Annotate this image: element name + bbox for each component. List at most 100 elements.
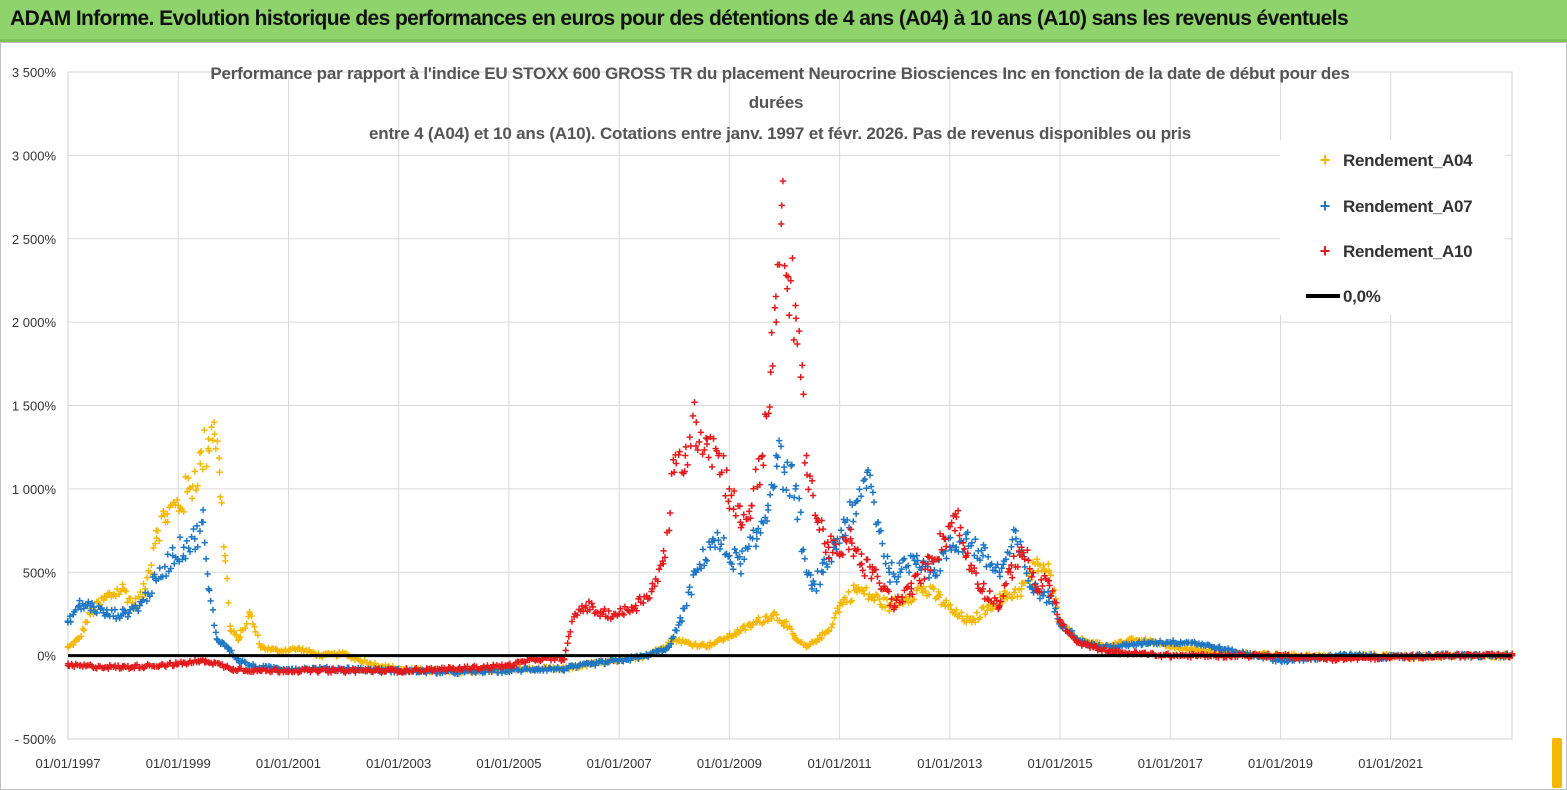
data-point (933, 572, 941, 579)
x-tick-label: 01/01/2001 (256, 756, 321, 771)
data-point (788, 625, 795, 633)
data-point (775, 437, 783, 444)
data-point (670, 633, 677, 641)
data-point (633, 607, 640, 614)
data-point (854, 497, 861, 504)
data-point (834, 535, 841, 542)
data-point (203, 463, 210, 470)
data-point (768, 329, 775, 336)
data-point (980, 603, 987, 611)
data-point (1053, 611, 1061, 618)
data-point (1211, 644, 1218, 651)
data-point (162, 572, 170, 580)
data-point (66, 613, 74, 620)
data-point (158, 513, 165, 520)
data-point (909, 591, 916, 598)
data-point (1023, 569, 1030, 577)
data-point (646, 594, 653, 602)
data-point (986, 587, 994, 595)
data-point (951, 527, 959, 534)
data-point (755, 614, 762, 622)
data-point (762, 514, 769, 521)
data-point (1010, 553, 1017, 560)
data-point (1045, 577, 1053, 584)
data-point (726, 485, 733, 493)
data-point (882, 560, 889, 567)
data-point (148, 590, 156, 597)
data-point (112, 592, 119, 600)
data-point (704, 642, 711, 649)
data-point (786, 492, 793, 500)
data-point (86, 602, 94, 609)
data-point (898, 565, 905, 573)
data-point (877, 527, 885, 534)
data-point (766, 403, 773, 411)
data-point (682, 443, 690, 451)
data-point (511, 662, 518, 670)
data-point (963, 535, 970, 543)
data-point (327, 669, 335, 676)
data-point (730, 566, 737, 573)
data-point (215, 660, 223, 667)
data-point (904, 583, 912, 590)
data-point (169, 544, 176, 551)
data-point (1012, 535, 1020, 543)
data-point (771, 483, 778, 490)
data-point (220, 640, 227, 647)
data-point (212, 629, 220, 636)
data-point (718, 469, 725, 476)
data-point (676, 448, 683, 455)
data-point (1033, 556, 1041, 563)
data-point (850, 552, 857, 560)
data-point (696, 438, 703, 446)
data-point (937, 567, 944, 575)
data-point (686, 433, 694, 441)
data-point (954, 507, 962, 514)
data-point (450, 665, 458, 673)
y-tick-label: 1 000% (12, 482, 57, 497)
data-point (167, 659, 174, 666)
data-point (736, 502, 744, 510)
data-point (812, 512, 819, 519)
data-point (861, 572, 868, 580)
data-point (790, 336, 798, 344)
data-point (803, 644, 810, 651)
data-point (912, 561, 920, 568)
data-point (119, 585, 127, 593)
data-point (705, 454, 712, 461)
data-point (699, 640, 706, 647)
data-point (1025, 557, 1032, 564)
data-point (75, 602, 83, 609)
data-point (984, 553, 992, 561)
data-point (814, 635, 821, 643)
data-point (1018, 585, 1025, 593)
data-point (1006, 550, 1013, 557)
data-point (243, 620, 250, 627)
data-point (89, 663, 96, 670)
y-tick-label: - 500% (15, 732, 57, 747)
data-point (156, 564, 163, 572)
header-banner: ADAM Informe. Evolution historique des p… (0, 0, 1567, 42)
x-tick-label: 01/01/2021 (1358, 756, 1423, 771)
data-point (219, 661, 226, 668)
data-point (943, 555, 950, 562)
data-point (1025, 577, 1032, 585)
data-point (786, 312, 793, 319)
legend-marker-a04: + (1320, 150, 1331, 170)
data-point (825, 555, 833, 562)
data-point (212, 445, 219, 453)
x-tick-label: 01/01/1999 (146, 756, 211, 771)
data-point (859, 567, 866, 574)
data-point (654, 578, 661, 585)
data-point (1024, 547, 1031, 554)
data-point (1036, 595, 1044, 602)
data-point (223, 575, 231, 582)
data-point (699, 450, 706, 458)
data-point (201, 426, 208, 434)
data-point (755, 455, 762, 463)
data-point (750, 527, 757, 534)
data-point (737, 627, 744, 634)
data-point (661, 554, 669, 561)
data-point (988, 560, 995, 568)
data-point (829, 620, 836, 628)
